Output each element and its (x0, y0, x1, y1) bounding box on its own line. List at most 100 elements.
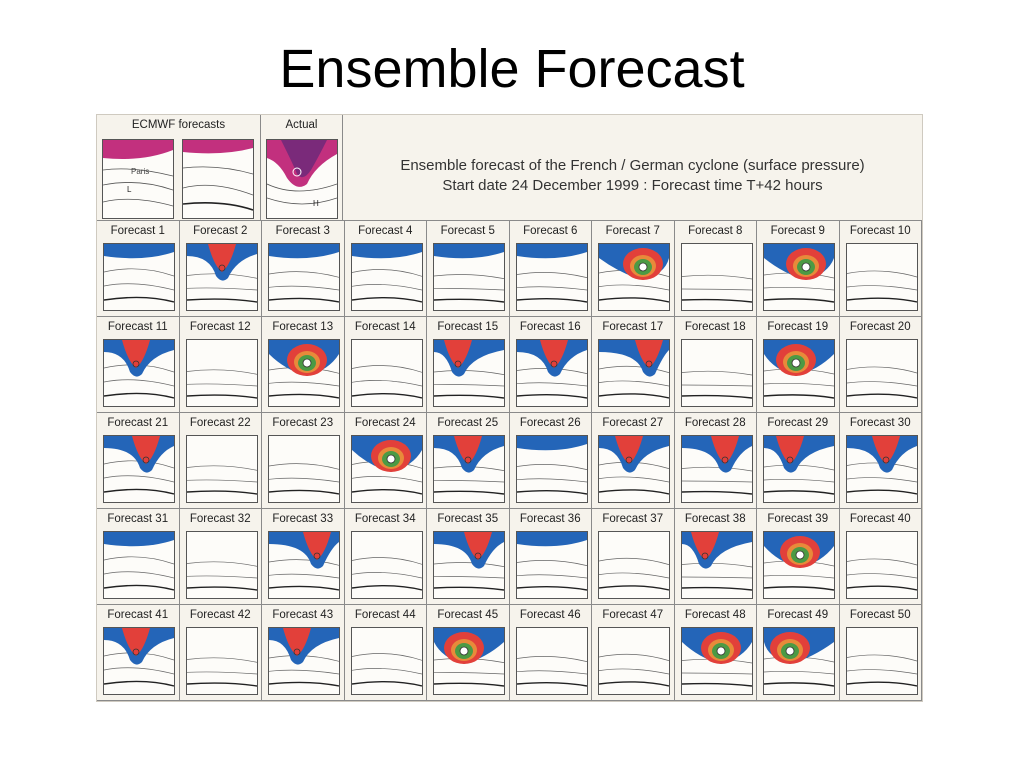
forecast-label: Forecast 21 (107, 417, 169, 429)
forecast-map-plain (845, 531, 918, 599)
forecast-panel: Forecast 38 (674, 509, 757, 605)
forecast-label: Forecast 1 (110, 225, 165, 237)
ecmwf-panel: ECMWF forecasts Paris L (97, 115, 261, 221)
forecast-panel: Forecast 12 (179, 317, 262, 413)
forecast-map-blue-band (515, 531, 588, 599)
forecast-map-deep-cyclone (763, 531, 835, 599)
forecast-panel: Forecast 3 (262, 221, 345, 317)
forecast-label: Forecast 5 (440, 225, 495, 237)
forecast-map-blue-band (103, 243, 175, 311)
forecast-map-red-cyclone (598, 339, 670, 407)
forecast-panel: Forecast 31 (97, 509, 180, 605)
forecast-panel: Forecast 7 (592, 221, 675, 317)
forecast-panel: Forecast 34 (344, 509, 427, 605)
forecast-label: Forecast 28 (684, 417, 746, 429)
forecast-map-red-cyclone (515, 339, 588, 407)
forecast-panel: Forecast 20 (839, 317, 922, 413)
actual-map: H (266, 139, 338, 219)
forecast-label: Forecast 49 (767, 609, 829, 621)
forecast-map-red-cyclone (433, 339, 505, 407)
forecast-map-deep-cyclone (763, 627, 835, 695)
forecast-map-red-cyclone (433, 435, 505, 503)
forecast-panel: Forecast 10 (839, 221, 922, 317)
description-line-1: Ensemble forecast of the French / German… (400, 157, 865, 174)
forecast-map-plain (185, 435, 258, 503)
forecast-panel: Forecast 18 (674, 317, 757, 413)
forecast-label: Forecast 41 (107, 609, 169, 621)
forecast-map-red-cyclone (268, 627, 340, 695)
forecast-label: Forecast 13 (272, 321, 334, 333)
forecast-label: Forecast 15 (437, 321, 499, 333)
forecast-label: Forecast 20 (849, 321, 911, 333)
forecast-label: Forecast 23 (272, 417, 334, 429)
description-panel: Ensemble forecast of the French / German… (343, 115, 922, 221)
forecast-label: Forecast 31 (107, 513, 169, 525)
forecast-label: Forecast 27 (602, 417, 664, 429)
forecast-map-blue-band (515, 243, 588, 311)
forecast-label: Forecast 19 (767, 321, 829, 333)
forecast-panel: Forecast 37 (592, 509, 675, 605)
forecast-panel: Forecast 4 (344, 221, 427, 317)
forecast-panel: Forecast 19 (757, 317, 840, 413)
ecmwf-label: ECMWF forecasts (131, 119, 226, 131)
forecast-label: Forecast 45 (437, 609, 499, 621)
forecast-panel: Forecast 30 (839, 413, 922, 509)
forecast-map-blue-band (515, 435, 588, 503)
forecast-label: Forecast 43 (272, 609, 334, 621)
forecast-map-blue-band (433, 243, 505, 311)
forecast-map-plain (680, 243, 753, 311)
forecast-panel: Forecast 28 (674, 413, 757, 509)
ecmwf-map-2 (182, 139, 254, 219)
svg-text:H: H (313, 199, 319, 208)
forecast-label: Forecast 2 (193, 225, 248, 237)
forecast-panel: Forecast 8 (674, 221, 757, 317)
forecast-map-red-cyclone (598, 435, 670, 503)
forecast-map-plain (845, 243, 918, 311)
forecast-panel: Forecast 36 (509, 509, 592, 605)
forecast-map-plain (350, 531, 423, 599)
forecast-panel: Forecast 44 (344, 605, 427, 701)
forecast-panel: Forecast 2 (179, 221, 262, 317)
forecast-panel: Forecast 46 (509, 605, 592, 701)
forecast-panel: Forecast 48 (674, 605, 757, 701)
forecast-map-blue-band (103, 531, 175, 599)
description-line-2: Start date 24 December 1999 : Forecast t… (442, 177, 823, 194)
forecast-label: Forecast 8 (688, 225, 743, 237)
forecast-map-red-cyclone (103, 435, 175, 503)
forecast-panel: Forecast 14 (344, 317, 427, 413)
forecast-panel: Forecast 42 (179, 605, 262, 701)
forecast-panel: Forecast 32 (179, 509, 262, 605)
forecast-label: Forecast 26 (519, 417, 581, 429)
forecast-label: Forecast 18 (684, 321, 746, 333)
forecast-label: Forecast 9 (770, 225, 825, 237)
forecast-map-plain (350, 339, 423, 407)
forecast-panel: Forecast 27 (592, 413, 675, 509)
forecast-label: Forecast 32 (189, 513, 251, 525)
forecast-label: Forecast 24 (354, 417, 416, 429)
forecast-label: Forecast 42 (189, 609, 251, 621)
forecast-map-red-cyclone (845, 435, 918, 503)
forecast-panel: Forecast 35 (427, 509, 510, 605)
forecast-panel: Forecast 50 (839, 605, 922, 701)
forecast-panel: Forecast 17 (592, 317, 675, 413)
paris-label: Paris (131, 167, 149, 176)
forecast-map-blue-band (268, 243, 340, 311)
forecast-map-plain (598, 531, 670, 599)
forecast-label: Forecast 14 (354, 321, 416, 333)
forecast-label: Forecast 50 (849, 609, 911, 621)
forecast-panel: Forecast 47 (592, 605, 675, 701)
forecast-panel: Forecast 29 (757, 413, 840, 509)
forecast-map-deep-cyclone (350, 435, 423, 503)
forecast-panel: Forecast 45 (427, 605, 510, 701)
forecast-label: Forecast 47 (602, 609, 664, 621)
forecast-map-red-cyclone (680, 531, 753, 599)
forecast-panel: Forecast 26 (509, 413, 592, 509)
forecast-panel: Forecast 25 (427, 413, 510, 509)
forecast-panel: Forecast 21 (97, 413, 180, 509)
forecast-label: Forecast 3 (275, 225, 330, 237)
forecast-map-red-cyclone (185, 243, 258, 311)
forecast-label: Forecast 25 (437, 417, 499, 429)
forecast-map-red-cyclone (268, 531, 340, 599)
forecast-panel: Forecast 40 (839, 509, 922, 605)
forecast-panel: Forecast 11 (97, 317, 180, 413)
